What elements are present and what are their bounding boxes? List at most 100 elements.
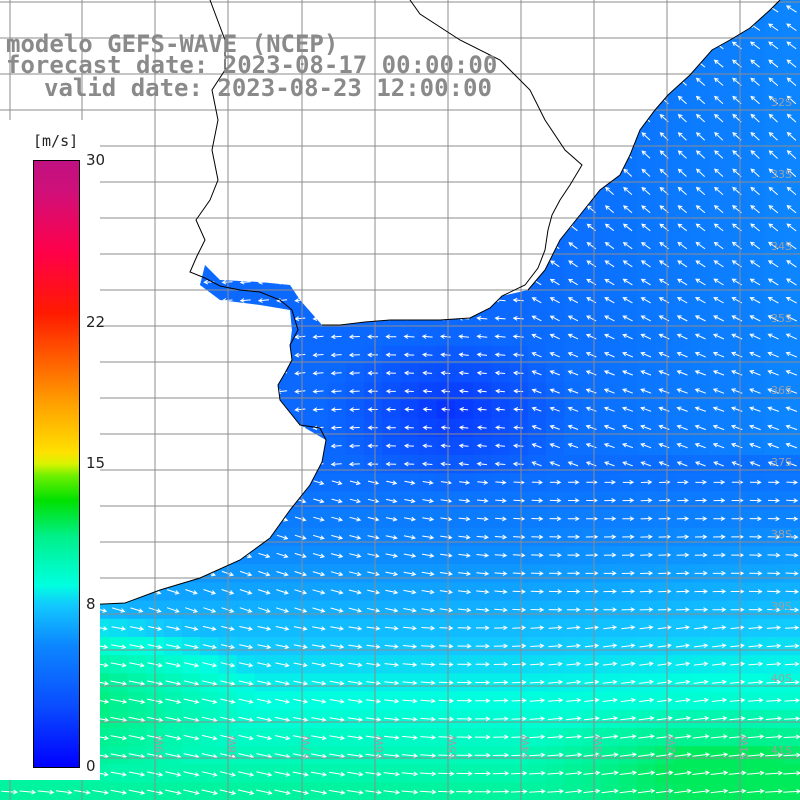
wind-arrow: [749, 424, 761, 431]
wind-speed-cell: [236, 473, 256, 492]
wind-speed-cell: [254, 0, 274, 19]
wind-arrow: [438, 680, 454, 686]
wind-arrow: [567, 315, 579, 322]
wind-arrow: [294, 225, 306, 231]
wind-arrow: [166, 425, 178, 431]
wind-speed-cell: [509, 254, 529, 274]
wind-speed-cell: [673, 36, 693, 56]
wind-speed-cell: [200, 455, 219, 474]
wind-speed-cell: [455, 218, 474, 238]
wind-speed-cell: [709, 0, 729, 19]
wind-speed-cell: [455, 109, 474, 128]
wind-arrow: [294, 352, 306, 358]
wind-arrow: [258, 570, 271, 577]
wind-arrow: [385, 188, 397, 194]
wind-speed-cell: [600, 127, 620, 147]
wind-arrow: [293, 662, 308, 668]
wind-arrow: [185, 225, 197, 230]
wind-speed-cell: [163, 473, 183, 492]
wind-arrow: [112, 225, 124, 230]
wind-arrow: [712, 406, 725, 412]
wind-arrow: [605, 168, 614, 177]
wind-arrow: [531, 461, 542, 467]
wind-arrow: [458, 461, 469, 467]
wind-speed-cell: [600, 109, 620, 128]
wind-speed-cell: [109, 564, 128, 583]
wind-speed-cell: [127, 291, 147, 310]
wind-arrow: [330, 207, 342, 212]
wind-speed-cell: [600, 18, 620, 37]
wind-arrow: [239, 626, 254, 631]
wind-arrow: [565, 734, 582, 740]
wind-arrow: [129, 626, 145, 631]
wind-arrow: [367, 461, 378, 467]
wind-arrow: [238, 680, 254, 686]
wind-arrow: [385, 425, 396, 431]
wind-speed-cell: [382, 163, 401, 183]
wind-arrow: [746, 752, 765, 758]
wind-arrow: [675, 661, 691, 667]
longitude-label: 55W: [446, 735, 459, 760]
wind-arrow: [637, 788, 656, 794]
wind-speed-cell: [400, 127, 420, 147]
wind-arrow: [347, 698, 363, 704]
wind-speed-cell: [182, 400, 201, 420]
wind-arrow: [422, 535, 435, 540]
wind-speed-cell: [200, 436, 219, 456]
wind-arrow: [601, 788, 619, 794]
wind-arrow: [750, 59, 760, 68]
wind-arrow: [603, 443, 615, 449]
wind-arrow: [492, 789, 510, 794]
wind-arrow: [750, 113, 760, 123]
wind-arrow: [547, 752, 564, 758]
wind-speed-cell: [582, 18, 602, 37]
wind-speed-cell: [527, 182, 547, 201]
wind-arrow: [604, 498, 617, 503]
wind-arrow: [458, 297, 470, 303]
wind-arrow: [256, 698, 272, 704]
wind-arrow: [129, 644, 145, 650]
wind-arrow: [383, 771, 401, 777]
wind-arrow: [348, 662, 363, 668]
wind-arrow: [785, 315, 798, 322]
wind-arrow: [330, 279, 342, 285]
wind-arrow: [547, 770, 564, 776]
wind-arrow: [167, 552, 180, 559]
wind-arrow: [292, 771, 309, 777]
wind-speed-cell: [546, 54, 565, 74]
wind-arrow: [658, 589, 672, 594]
wind-speed-cell: [436, 273, 456, 292]
wind-arrow: [658, 570, 672, 576]
wind-arrow: [476, 261, 488, 267]
wind-arrow: [567, 424, 579, 430]
wind-arrow: [640, 498, 653, 503]
wind-speed-cell: [600, 0, 620, 19]
wind-arrow: [495, 425, 505, 430]
wind-arrow: [746, 770, 765, 776]
wind-arrow: [476, 170, 488, 176]
wind-arrow: [347, 771, 364, 777]
wind-arrow: [367, 261, 379, 267]
latitude-label: 39S: [771, 600, 792, 613]
wind-speed-cell: [291, 236, 310, 256]
wind-speed-cell: [236, 163, 256, 183]
wind-arrow: [165, 734, 182, 741]
wind-arrow: [476, 425, 487, 430]
wind-arrow: [274, 735, 291, 741]
wind-arrow: [130, 261, 142, 267]
wind-arrow: [112, 407, 124, 412]
wind-speed-cell: [127, 182, 147, 201]
wind-arrow: [185, 6, 197, 12]
wind-arrow: [367, 24, 379, 30]
wind-arrow: [765, 788, 783, 794]
wind-arrow: [603, 589, 617, 594]
wind-arrow: [603, 607, 618, 613]
wind-speed-cell: [182, 145, 201, 165]
wind-arrow: [110, 680, 128, 686]
wind-arrow: [619, 752, 637, 758]
wind-arrow: [622, 388, 633, 394]
wind-arrow: [493, 698, 509, 703]
wind-arrow: [348, 626, 363, 631]
wind-arrow: [475, 643, 490, 649]
